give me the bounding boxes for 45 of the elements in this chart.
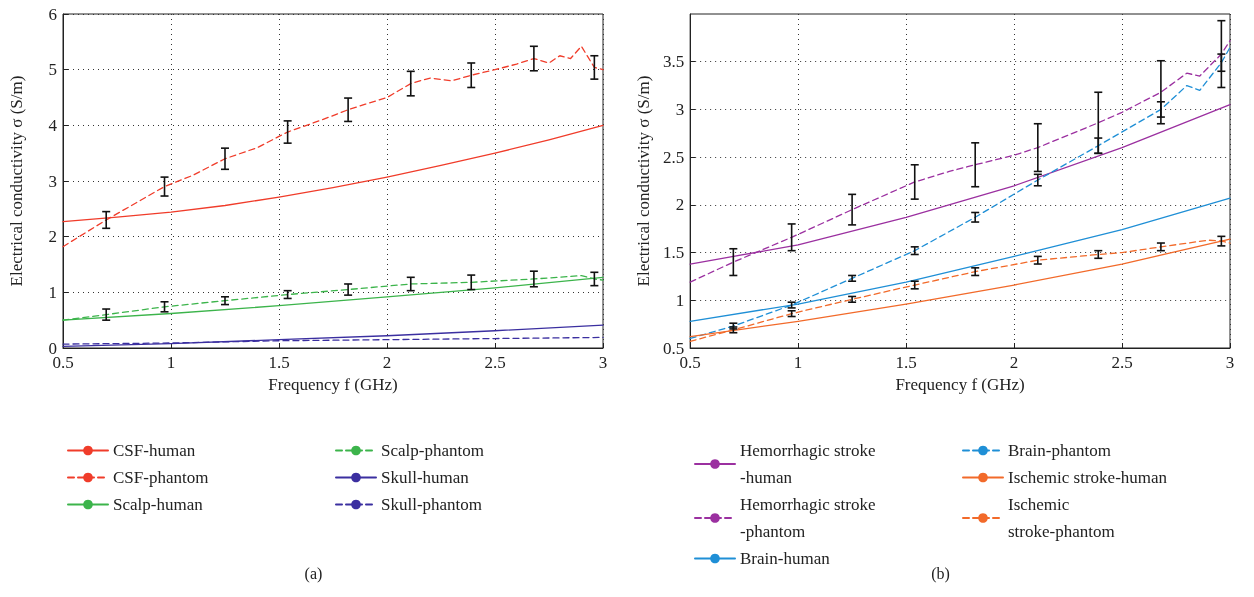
- x-tick-label: 1.5: [268, 353, 290, 372]
- y-axis-title: Electrical conductivity σ (S/m): [7, 75, 26, 287]
- line-series: [62, 45, 604, 248]
- legend-label: Skull-human: [381, 468, 470, 487]
- y-tick-label: 3.5: [662, 52, 685, 72]
- x-tick-label: 1: [166, 353, 176, 372]
- x-tick-label: 2: [382, 353, 392, 372]
- x-tick-label: 2.5: [484, 353, 506, 372]
- y-tick-label: 1: [675, 290, 685, 310]
- y-tick-label: 2.5: [662, 147, 685, 167]
- x-axis-title: Frequency f (GHz): [268, 375, 398, 394]
- line-series: [689, 40, 1231, 283]
- y-tick-label: 2: [675, 195, 685, 215]
- legend-label: Skull-phantom: [381, 495, 483, 514]
- x-tick-label: 2.5: [1111, 353, 1133, 372]
- x-tick-label: 1: [793, 353, 803, 372]
- legend-label: Brain-human: [740, 549, 831, 568]
- x-axis-title: Frequency f (GHz): [895, 375, 1025, 394]
- y-tick-label: 1.5: [662, 243, 685, 263]
- y-tick-label: 1: [48, 282, 57, 302]
- y-axis-title: Electrical conductivity σ (S/m): [634, 75, 653, 287]
- y-tick-label: 2: [48, 227, 57, 247]
- y-tick-label: 0.5: [662, 338, 685, 358]
- text: (a): [304, 564, 323, 583]
- x-tick-label: 3: [598, 353, 608, 372]
- y-tick-label: 5: [48, 60, 57, 80]
- x-tick-label: 1.5: [895, 353, 917, 372]
- legend-label: CSF-phantom: [113, 468, 209, 487]
- text: (b): [931, 564, 950, 583]
- y-tick-label: 6: [48, 4, 57, 24]
- legend-label: Brain-phantom: [1008, 441, 1111, 460]
- legend-label: Scalp-human: [113, 495, 204, 514]
- legend-label: Hemorrhagic stroke -human: [740, 441, 880, 487]
- legend-label: Ischemic stroke-phantom: [1008, 495, 1115, 541]
- y-tick-label: 0: [48, 338, 57, 358]
- x-tick-label: 3: [1225, 353, 1235, 372]
- legend-label: Scalp-phantom: [381, 441, 484, 460]
- legend-label: Hemorrhagic stroke -phantom: [740, 495, 880, 541]
- y-tick-label: 3: [48, 171, 57, 191]
- x-tick-label: 2: [1009, 353, 1019, 372]
- y-tick-label: 3: [675, 99, 685, 119]
- line-series: [689, 46, 1231, 340]
- legend-label: CSF-human: [113, 441, 196, 460]
- y-tick-label: 4: [48, 115, 58, 135]
- legend-label: Ischemic stroke-human: [1008, 468, 1168, 487]
